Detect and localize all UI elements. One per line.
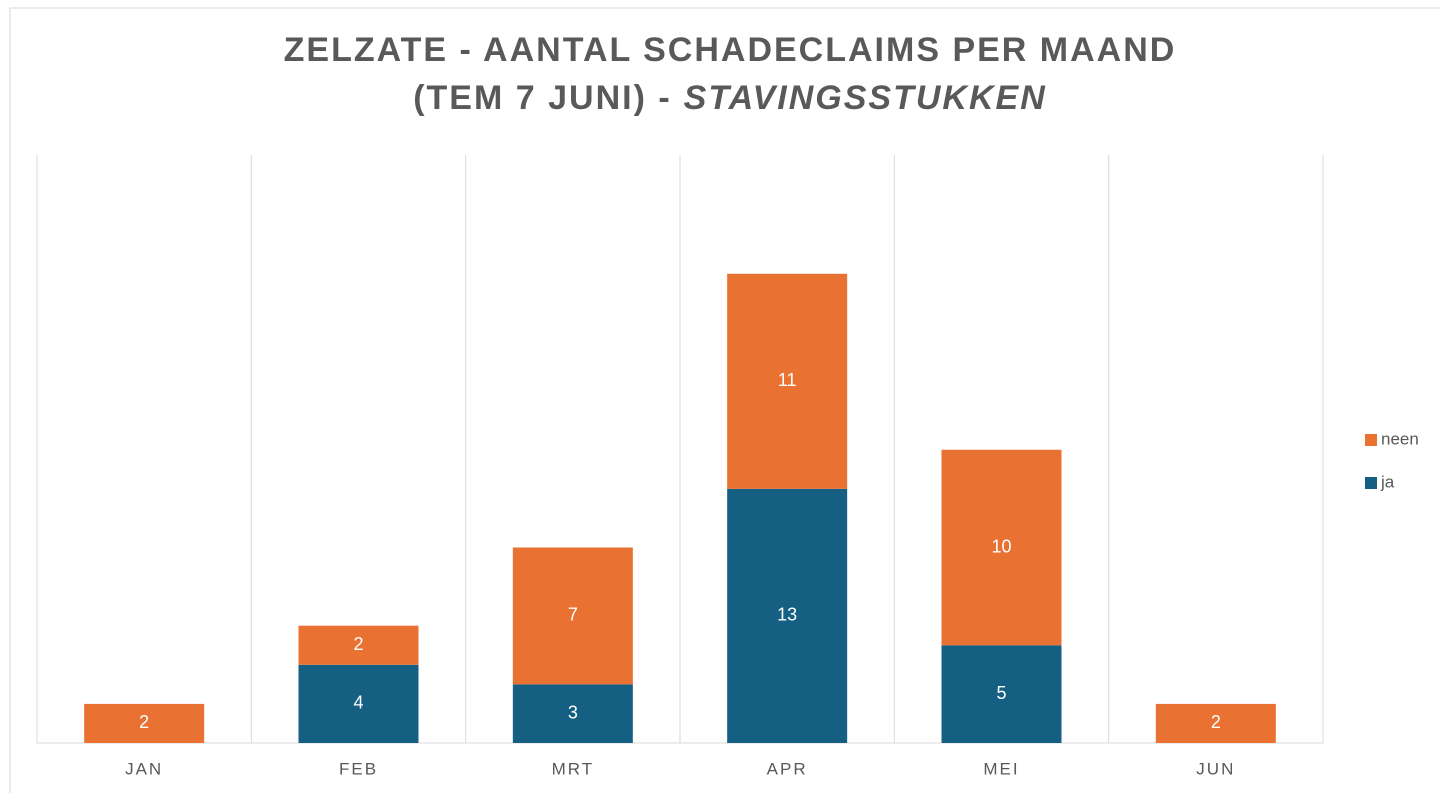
data-label: 2 xyxy=(139,712,149,732)
chart-title-line2: (TEM 7 JUNI) - STAVINGSSTUKKEN xyxy=(413,79,1047,117)
data-label: 10 xyxy=(991,536,1011,556)
x-tick-label: FEB xyxy=(339,759,378,778)
bar-segment xyxy=(298,625,419,665)
data-label: 7 xyxy=(568,605,578,625)
legend-swatch xyxy=(1365,477,1377,489)
data-label: 11 xyxy=(778,370,797,390)
bar-segment xyxy=(1155,703,1276,743)
data-label: 4 xyxy=(353,693,363,713)
data-label: 2 xyxy=(1211,712,1221,732)
data-label: 3 xyxy=(568,702,578,722)
legend-swatch xyxy=(1365,434,1377,446)
bar-segment xyxy=(84,703,205,743)
legend-label: neen xyxy=(1381,429,1419,448)
bar-segment xyxy=(727,273,848,489)
legend-label: ja xyxy=(1380,472,1395,491)
x-tick-label: MRT xyxy=(552,759,595,778)
bar-segment xyxy=(941,449,1062,646)
data-label: 13 xyxy=(777,605,797,625)
chart-title: ZELZATE - AANTAL SCHADECLAIMS PER MAAND xyxy=(284,31,1177,69)
x-tick-label: JAN xyxy=(125,759,163,778)
title-emphasis: STAVINGSSTUKKEN xyxy=(684,79,1047,117)
data-label: 2 xyxy=(353,634,363,654)
x-tick-label: JUN xyxy=(1196,759,1235,778)
x-tick-label: MEI xyxy=(983,759,1019,778)
bar-segment xyxy=(512,684,633,743)
bar-segment xyxy=(727,488,848,743)
bar-segment xyxy=(512,547,633,685)
bar-segment xyxy=(298,664,419,743)
bar-segment xyxy=(941,645,1062,743)
x-tick-label: APR xyxy=(767,759,808,778)
data-label: 5 xyxy=(996,683,1006,703)
title-part: (TEM 7 JUNI) - xyxy=(413,79,671,117)
chart-frame xyxy=(9,7,1440,793)
